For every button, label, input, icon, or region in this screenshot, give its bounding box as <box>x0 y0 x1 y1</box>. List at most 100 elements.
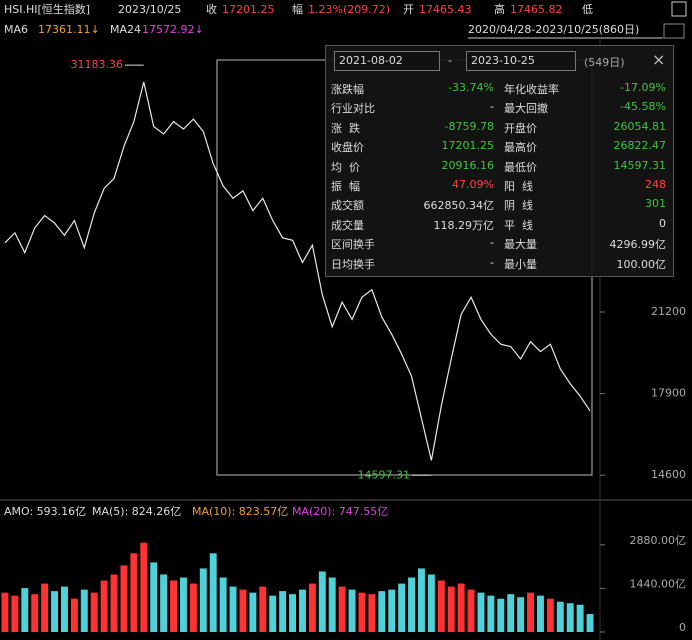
volume-bar <box>11 595 19 632</box>
close-button[interactable]: × <box>652 50 666 69</box>
value: 17465.43 <box>419 3 472 16</box>
volume-bar <box>398 583 406 632</box>
stat-value: -17.09% <box>620 81 666 94</box>
stat-value: 0 <box>659 216 666 230</box>
stat-label: 涨跌幅 <box>331 83 364 96</box>
stat-value: 248 <box>645 178 666 191</box>
stat-value: - <box>490 236 494 250</box>
value: 17572.92↓ <box>142 23 204 36</box>
label: 幅 <box>292 3 303 16</box>
volume-bar <box>308 583 316 632</box>
volume-bar <box>487 595 495 632</box>
y-tick-label: 1440.00亿 <box>630 577 687 590</box>
volume-bar <box>110 574 118 632</box>
volume-bar <box>477 592 485 632</box>
date: 2023/10/25 <box>118 3 181 16</box>
symbol: HSI.HI[恒生指数] <box>4 2 90 16</box>
value: 1.23%(209.72) <box>308 3 390 16</box>
label: 收 <box>206 2 217 16</box>
value: 17465.82 <box>510 3 563 16</box>
volume-bar <box>586 614 594 632</box>
volume-bar <box>368 594 376 632</box>
stat-value: 17201.25 <box>441 139 495 153</box>
y-tick-label: 14600 <box>651 468 686 481</box>
volume-bar <box>298 589 306 632</box>
volume-bar <box>457 583 465 632</box>
label: 低 <box>582 3 593 16</box>
value: 17361.11↓ <box>38 23 100 36</box>
volume-bar <box>70 598 78 632</box>
volume-bar <box>289 594 297 632</box>
volume-bar <box>120 565 128 632</box>
stat-label: 振 幅 <box>331 180 360 193</box>
volume-bar <box>219 577 227 632</box>
start-date[interactable]: 2021-08-02 <box>334 51 440 71</box>
volume-bar <box>31 594 39 632</box>
volume-bar <box>546 598 554 632</box>
volume-bar <box>378 591 386 632</box>
stat-label: 阳 线 <box>504 180 533 193</box>
volume-bar <box>566 603 574 632</box>
stat-label: 最大量 <box>504 238 537 252</box>
volume-bar <box>170 580 178 632</box>
end-date[interactable]: 2023-10-25 <box>466 51 576 71</box>
volume-bar <box>90 592 98 632</box>
volume-bar <box>130 553 138 632</box>
stat-label: 开盘价 <box>504 121 537 135</box>
volume-bar <box>179 577 187 632</box>
volume-bar <box>259 586 267 632</box>
y-tick-label: 21200 <box>651 305 686 318</box>
stat-label: 成交量 <box>331 218 364 232</box>
volume-bar <box>358 592 366 632</box>
volume-legend: MA(10): 823.57亿 <box>192 505 288 518</box>
volume-bar <box>437 580 445 632</box>
volume-bar <box>318 571 326 632</box>
stat-value: 26822.47 <box>613 139 667 153</box>
volume-bar <box>239 589 247 632</box>
stat-label: 行业对比 <box>331 102 375 116</box>
stat-value: -8759.78 <box>444 119 494 133</box>
stat-label: 成交额 <box>331 199 364 213</box>
stat-value: 118.29万亿 <box>433 218 495 232</box>
volume-bar <box>199 568 207 632</box>
icon[interactable] <box>663 23 685 39</box>
stat-label: 最小量 <box>504 257 537 271</box>
start-date-text: 2021-08-02 <box>339 54 403 67</box>
stat-label: 日均换手 <box>331 257 375 271</box>
low-label: 14597.31 <box>358 468 411 481</box>
volume-bar <box>209 553 217 632</box>
volume-bar <box>408 577 416 632</box>
y-tick-label: 0 <box>679 621 686 634</box>
volume-bar <box>536 595 544 632</box>
end-date-text: 2023-10-25 <box>471 54 535 67</box>
days: (549日) <box>584 56 625 69</box>
volume-bar <box>60 586 68 632</box>
y-tick-label: 2880.00亿 <box>630 534 687 547</box>
volume-bar <box>150 562 158 632</box>
icon[interactable] <box>671 1 687 17</box>
stat-value: 100.00亿 <box>616 257 667 271</box>
volume-legend: MA(5): 824.26亿 <box>92 505 181 518</box>
stat-label: 收盘价 <box>331 141 364 155</box>
stat-value: - <box>490 100 494 114</box>
stat-value: 4296.99亿 <box>609 238 667 252</box>
label: 开 <box>403 3 414 16</box>
label: MA24 <box>110 23 141 36</box>
volume-bar <box>507 594 515 632</box>
stat-value: -45.58% <box>620 100 666 114</box>
volume-bar <box>279 591 287 632</box>
stat-value: 20916.16 <box>441 158 495 172</box>
value: 17201.25 <box>222 3 275 16</box>
stats-popup: 2021-08-02 - 2023-10-25 (549日) × 涨跌幅 -33.… <box>325 45 674 277</box>
volume-bar <box>517 597 525 632</box>
stat-value: -33.74% <box>448 81 494 94</box>
volume-bar <box>417 568 425 632</box>
stat-label: 最高价 <box>504 141 537 155</box>
price-line <box>4 81 591 461</box>
volume-bar <box>51 591 59 632</box>
stat-label: 最大回撤 <box>504 102 548 116</box>
stat-label: 平 线 <box>504 218 533 232</box>
volume-bar <box>140 542 148 632</box>
label: 高 <box>494 2 505 16</box>
volume-bar <box>497 598 505 632</box>
